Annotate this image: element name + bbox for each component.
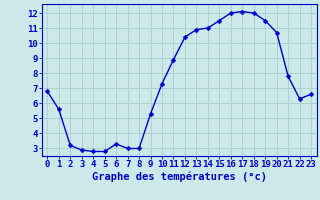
X-axis label: Graphe des températures (°c): Graphe des températures (°c) bbox=[92, 172, 267, 182]
